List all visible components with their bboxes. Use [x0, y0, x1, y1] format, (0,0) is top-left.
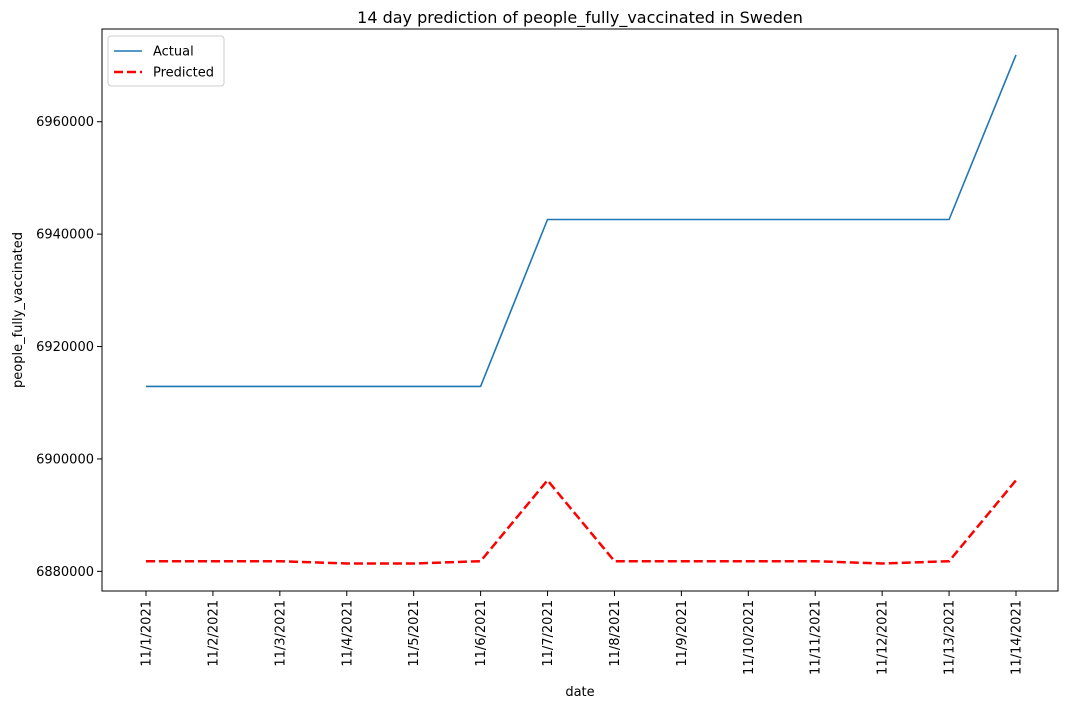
y-tick-label: 6940000: [36, 228, 94, 243]
legend-label-predicted: Predicted: [153, 66, 214, 81]
x-tick-label: 11/14/2021: [1010, 600, 1025, 675]
y-axis-label: people_fully_vaccinated: [11, 232, 26, 388]
legend-label-actual: Actual: [153, 45, 194, 60]
legend-frame: [107, 35, 225, 87]
y-tick-label: 6960000: [36, 115, 94, 130]
x-tick-label: 11/11/2021: [809, 600, 824, 675]
x-tick-label: 11/3/2021: [273, 600, 288, 667]
x-tick-label: 11/7/2021: [541, 600, 556, 667]
y-tick-label: 6880000: [36, 565, 94, 580]
x-tick-label: 11/13/2021: [943, 600, 958, 675]
y-tick-label: 6920000: [36, 340, 94, 355]
y-axis: 6880000 6900000 6920000 6940000 6960000: [36, 115, 102, 580]
x-tick-label: 11/1/2021: [140, 600, 155, 667]
series-line-actual: [146, 54, 1017, 388]
series-line-predicted: [146, 479, 1017, 565]
plot-frame: [101, 28, 1059, 592]
x-axis: 11/1/2021 11/2/2021 11/3/2021 11/4/2021 11/5…: [140, 591, 1025, 675]
x-tick-label: 11/2/2021: [206, 600, 221, 667]
x-tick-label: 11/4/2021: [340, 600, 355, 667]
x-axis-label: date: [565, 685, 594, 700]
x-tick-label: 11/9/2021: [675, 600, 690, 667]
x-tick-label: 11/12/2021: [876, 600, 891, 675]
legend: Actual Predicted: [107, 35, 225, 87]
x-tick-label: 11/6/2021: [474, 600, 489, 667]
x-tick-label: 11/5/2021: [407, 600, 422, 667]
series-layer: [146, 54, 1017, 565]
x-tick-label: 11/10/2021: [742, 600, 757, 675]
y-tick-label: 6900000: [36, 452, 94, 467]
x-tick-label: 11/8/2021: [608, 600, 623, 667]
chart-title: 14 day prediction of people_fully_vaccin…: [357, 8, 803, 28]
plot-area: [101, 28, 1059, 592]
